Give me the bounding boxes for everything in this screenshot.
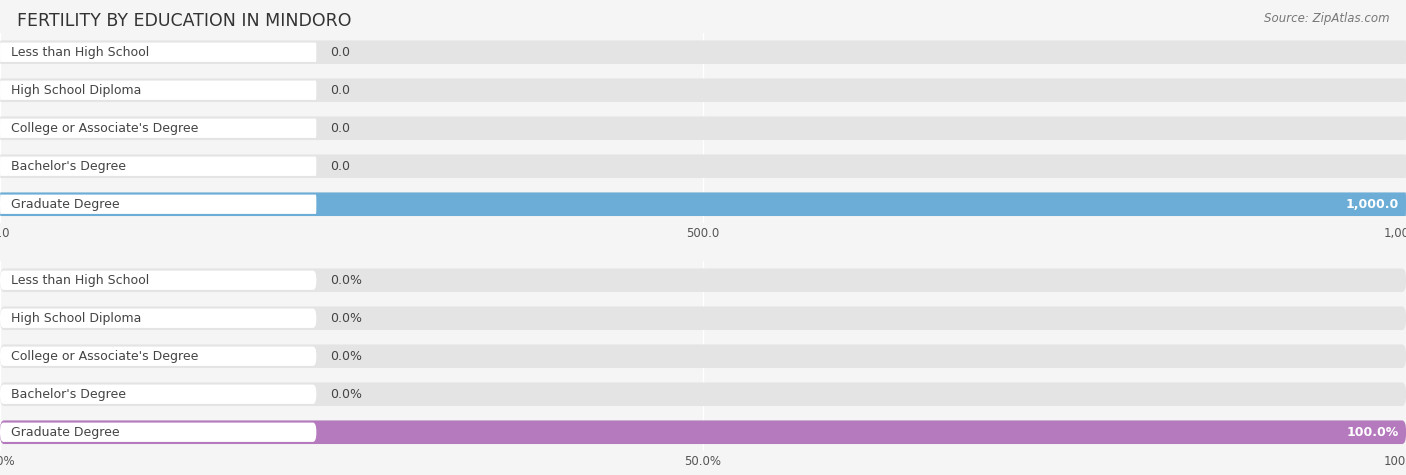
Text: 100.0%: 100.0%	[1347, 426, 1399, 439]
Text: 0.0: 0.0	[330, 46, 350, 59]
FancyBboxPatch shape	[0, 116, 1406, 140]
FancyBboxPatch shape	[0, 81, 316, 100]
FancyBboxPatch shape	[0, 420, 1406, 444]
Text: Graduate Degree: Graduate Degree	[11, 426, 120, 439]
Text: Less than High School: Less than High School	[11, 274, 149, 287]
Text: 0.0%: 0.0%	[330, 350, 363, 363]
FancyBboxPatch shape	[0, 420, 1406, 444]
FancyBboxPatch shape	[0, 157, 316, 176]
FancyBboxPatch shape	[0, 382, 1406, 406]
FancyBboxPatch shape	[0, 268, 1406, 292]
Text: College or Associate's Degree: College or Associate's Degree	[11, 122, 198, 135]
FancyBboxPatch shape	[0, 306, 1406, 330]
Text: High School Diploma: High School Diploma	[11, 312, 142, 325]
FancyBboxPatch shape	[0, 43, 316, 62]
Text: 1,000.0: 1,000.0	[1346, 198, 1399, 211]
FancyBboxPatch shape	[0, 40, 1406, 64]
Text: Bachelor's Degree: Bachelor's Degree	[11, 388, 127, 401]
FancyBboxPatch shape	[0, 271, 316, 290]
FancyBboxPatch shape	[0, 385, 316, 404]
Text: High School Diploma: High School Diploma	[11, 84, 142, 97]
Text: Source: ZipAtlas.com: Source: ZipAtlas.com	[1264, 12, 1389, 25]
FancyBboxPatch shape	[0, 154, 1406, 178]
Text: Less than High School: Less than High School	[11, 46, 149, 59]
Text: College or Associate's Degree: College or Associate's Degree	[11, 350, 198, 363]
FancyBboxPatch shape	[0, 78, 1406, 102]
FancyBboxPatch shape	[0, 344, 1406, 368]
Text: 0.0: 0.0	[330, 122, 350, 135]
Text: Bachelor's Degree: Bachelor's Degree	[11, 160, 127, 173]
FancyBboxPatch shape	[0, 192, 1406, 216]
Text: FERTILITY BY EDUCATION IN MINDORO: FERTILITY BY EDUCATION IN MINDORO	[17, 12, 352, 30]
FancyBboxPatch shape	[0, 423, 316, 442]
FancyBboxPatch shape	[0, 309, 316, 328]
Text: Graduate Degree: Graduate Degree	[11, 198, 120, 211]
FancyBboxPatch shape	[0, 195, 316, 214]
Text: 0.0%: 0.0%	[330, 312, 363, 325]
FancyBboxPatch shape	[0, 192, 1406, 216]
Text: 0.0: 0.0	[330, 160, 350, 173]
Text: 0.0%: 0.0%	[330, 274, 363, 287]
Text: 0.0%: 0.0%	[330, 388, 363, 401]
FancyBboxPatch shape	[0, 119, 316, 138]
Text: 0.0: 0.0	[330, 84, 350, 97]
FancyBboxPatch shape	[0, 347, 316, 366]
